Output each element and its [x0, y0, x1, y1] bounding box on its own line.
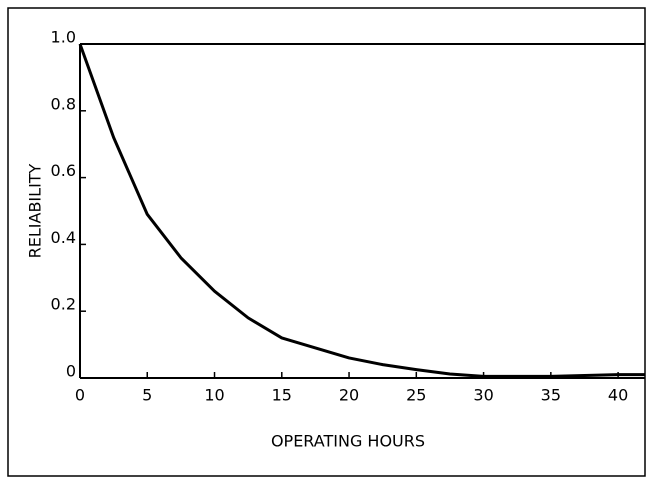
x-tick-label: 0 [75, 386, 85, 405]
x-tick-label: 20 [339, 386, 359, 405]
frame [7, 7, 646, 477]
x-tick-label: 40 [608, 386, 628, 405]
y-tick-label: 0.4 [51, 228, 76, 247]
y-tick-label: 1.0 [51, 28, 76, 47]
x-axis-label: OPERATING HOURS [271, 432, 425, 451]
x-tick-label: 35 [541, 386, 561, 405]
x-tick-label: 30 [473, 386, 493, 405]
x-tick-label: 25 [406, 386, 426, 405]
line [78, 43, 645, 378]
x-tick-label: 15 [272, 386, 292, 405]
y-tick-label: 0.6 [51, 161, 76, 180]
x-tick-label: 10 [204, 386, 224, 405]
x-tick-label: 5 [142, 386, 152, 405]
y-tick-label: 0.2 [51, 295, 76, 314]
y-tick-label: 0 [66, 362, 76, 381]
y-tick-label: 0.8 [51, 94, 76, 113]
y-axis-label: RELIABILITY [26, 163, 45, 258]
